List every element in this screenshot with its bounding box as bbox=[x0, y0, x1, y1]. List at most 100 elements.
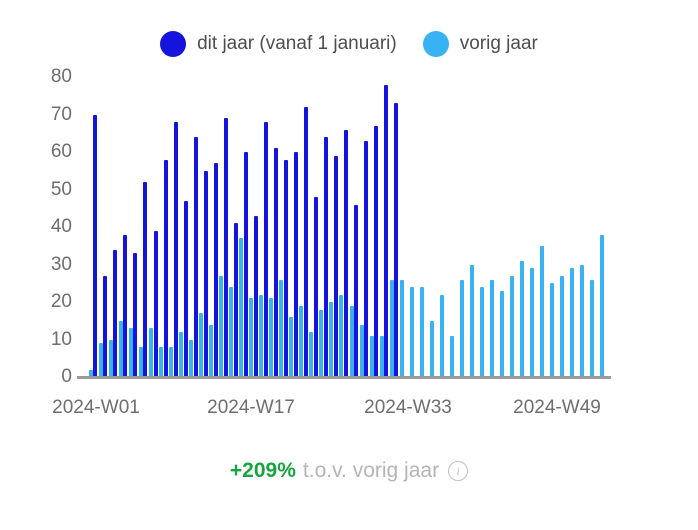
bar-dit-jaar-W25[interactable] bbox=[334, 155, 339, 377]
comparison-summary: +209% t.o.v. vorig jaar i bbox=[0, 456, 698, 486]
y-tick-label-70: 70 bbox=[50, 103, 72, 125]
vorig-jaar-color-dot-icon bbox=[422, 31, 449, 57]
bar-vorig-jaar-W28[interactable] bbox=[359, 324, 364, 377]
bar-vorig-jaar-W08[interactable] bbox=[158, 347, 163, 377]
bar-dit-jaar-W02[interactable] bbox=[103, 275, 108, 377]
bar-vorig-jaar-W13[interactable] bbox=[208, 324, 213, 377]
bar-vorig-jaar-W11[interactable] bbox=[188, 339, 193, 377]
bar-vorig-jaar-W10[interactable] bbox=[178, 332, 183, 377]
bar-vorig-jaar-W21[interactable] bbox=[289, 317, 294, 377]
bar-dit-jaar-W13[interactable] bbox=[213, 163, 218, 377]
bar-vorig-jaar-W18[interactable] bbox=[259, 294, 264, 377]
bar-vorig-jaar-W49[interactable] bbox=[570, 268, 575, 377]
bar-vorig-jaar-W16[interactable] bbox=[239, 238, 244, 377]
bar-vorig-jaar-W02[interactable] bbox=[98, 343, 103, 377]
bar-vorig-jaar-W51[interactable] bbox=[590, 279, 595, 377]
dit-jaar-color-dot-icon bbox=[160, 31, 187, 57]
bar-vorig-jaar-W32[interactable] bbox=[399, 279, 404, 377]
bar-vorig-jaar-W23[interactable] bbox=[309, 332, 314, 377]
bar-vorig-jaar-W12[interactable] bbox=[198, 313, 203, 377]
legend-label-vorig-jaar: vorig jaar bbox=[459, 33, 538, 54]
bar-dit-jaar-W11[interactable] bbox=[193, 137, 198, 377]
bar-vorig-jaar-W36[interactable] bbox=[439, 294, 444, 377]
bar-dit-jaar-W31[interactable] bbox=[394, 103, 399, 377]
y-tick-label-50: 50 bbox=[50, 178, 72, 200]
bar-dit-jaar-W15[interactable] bbox=[233, 223, 238, 377]
bar-vorig-jaar-W05[interactable] bbox=[128, 328, 133, 377]
weekly-comparison-chart: dit jaar (vanaf 1 januari) vorig jaar 0 1… bbox=[0, 28, 698, 418]
bar-vorig-jaar-W04[interactable] bbox=[118, 320, 123, 377]
bar-vorig-jaar-W25[interactable] bbox=[329, 302, 334, 377]
bar-vorig-jaar-W38[interactable] bbox=[459, 279, 464, 377]
bar-vorig-jaar-W46[interactable] bbox=[540, 245, 545, 377]
bar-vorig-jaar-W20[interactable] bbox=[279, 279, 284, 377]
info-icon[interactable]: i bbox=[448, 461, 469, 481]
bar-vorig-jaar-W50[interactable] bbox=[580, 264, 585, 377]
bar-vorig-jaar-W26[interactable] bbox=[339, 294, 344, 377]
bar-vorig-jaar-W27[interactable] bbox=[349, 305, 354, 377]
bar-vorig-jaar-W34[interactable] bbox=[419, 287, 424, 377]
legend-item-vorig-jaar[interactable]: vorig jaar bbox=[422, 31, 538, 57]
bar-dit-jaar-W16[interactable] bbox=[243, 152, 248, 377]
bar-dit-jaar-W04[interactable] bbox=[123, 234, 128, 377]
bar-vorig-jaar-W19[interactable] bbox=[269, 298, 274, 377]
bar-dit-jaar-W20[interactable] bbox=[284, 159, 289, 377]
y-tick-label-0: 0 bbox=[61, 366, 72, 387]
bar-dit-jaar-W14[interactable] bbox=[223, 118, 228, 377]
bar-dit-jaar-W12[interactable] bbox=[203, 170, 208, 377]
bar-vorig-jaar-W30[interactable] bbox=[379, 335, 384, 377]
bar-dit-jaar-W08[interactable] bbox=[163, 159, 168, 377]
bar-vorig-jaar-W40[interactable] bbox=[480, 287, 484, 377]
bar-vorig-jaar-W47[interactable] bbox=[550, 283, 555, 377]
bar-dit-jaar-W01[interactable] bbox=[93, 114, 98, 377]
bar-dit-jaar-W17[interactable] bbox=[253, 215, 258, 377]
bar-dit-jaar-W18[interactable] bbox=[263, 122, 268, 377]
bar-dit-jaar-W21[interactable] bbox=[294, 152, 299, 377]
bar-vorig-jaar-W24[interactable] bbox=[319, 309, 324, 377]
x-axis-label-2024-W33: 2024-W33 bbox=[364, 397, 452, 418]
bar-vorig-jaar-W33[interactable] bbox=[409, 287, 414, 377]
bar-dit-jaar-W26[interactable] bbox=[344, 129, 349, 377]
x-axis-line bbox=[77, 376, 611, 379]
bar-dit-jaar-W05[interactable] bbox=[133, 253, 138, 377]
bar-vorig-jaar-W43[interactable] bbox=[510, 275, 515, 377]
bar-vorig-jaar-W35[interactable] bbox=[429, 320, 434, 377]
bar-vorig-jaar-W15[interactable] bbox=[229, 287, 234, 377]
bar-dit-jaar-W30[interactable] bbox=[384, 84, 389, 377]
bar-dit-jaar-W27[interactable] bbox=[354, 204, 359, 377]
bar-dit-jaar-W03[interactable] bbox=[113, 249, 118, 377]
bar-vorig-jaar-W39[interactable] bbox=[469, 264, 474, 377]
bar-dit-jaar-W09[interactable] bbox=[173, 122, 178, 377]
bar-vorig-jaar-W37[interactable] bbox=[449, 335, 454, 377]
bar-vorig-jaar-W17[interactable] bbox=[249, 298, 254, 377]
bar-vorig-jaar-W29[interactable] bbox=[369, 335, 374, 377]
bar-dit-jaar-W10[interactable] bbox=[183, 200, 188, 377]
bar-vorig-jaar-W03[interactable] bbox=[108, 339, 113, 377]
bar-dit-jaar-W28[interactable] bbox=[364, 140, 369, 377]
bar-vorig-jaar-W14[interactable] bbox=[219, 275, 223, 377]
bar-vorig-jaar-W09[interactable] bbox=[168, 347, 173, 377]
bar-dit-jaar-W23[interactable] bbox=[314, 197, 319, 377]
bar-vorig-jaar-W52[interactable] bbox=[600, 234, 605, 377]
bar-vorig-jaar-W31[interactable] bbox=[389, 279, 394, 377]
bar-dit-jaar-W22[interactable] bbox=[304, 107, 309, 377]
bar-vorig-jaar-W01[interactable] bbox=[88, 369, 93, 377]
y-tick-label-10: 10 bbox=[50, 328, 72, 350]
bar-vorig-jaar-W07[interactable] bbox=[148, 328, 153, 377]
legend-item-dit-jaar[interactable]: dit jaar (vanaf 1 januari) bbox=[160, 31, 397, 57]
x-axis-label-2024-W49: 2024-W49 bbox=[513, 397, 601, 418]
bar-dit-jaar-W24[interactable] bbox=[324, 137, 329, 377]
bar-dit-jaar-W06[interactable] bbox=[143, 182, 148, 377]
bar-vorig-jaar-W06[interactable] bbox=[138, 347, 143, 377]
bar-vorig-jaar-W44[interactable] bbox=[520, 260, 525, 377]
bar-dit-jaar-W29[interactable] bbox=[374, 125, 379, 377]
bar-vorig-jaar-W42[interactable] bbox=[500, 290, 505, 377]
bar-vorig-jaar-W22[interactable] bbox=[299, 305, 304, 377]
bar-dit-jaar-W07[interactable] bbox=[153, 230, 158, 377]
bar-vorig-jaar-W41[interactable] bbox=[490, 279, 495, 377]
y-tick-label-20: 20 bbox=[50, 291, 72, 312]
legend: dit jaar (vanaf 1 januari) vorig jaar bbox=[0, 28, 698, 60]
bar-vorig-jaar-W48[interactable] bbox=[560, 275, 565, 377]
bar-vorig-jaar-W45[interactable] bbox=[530, 268, 535, 377]
bar-dit-jaar-W19[interactable] bbox=[273, 148, 278, 377]
